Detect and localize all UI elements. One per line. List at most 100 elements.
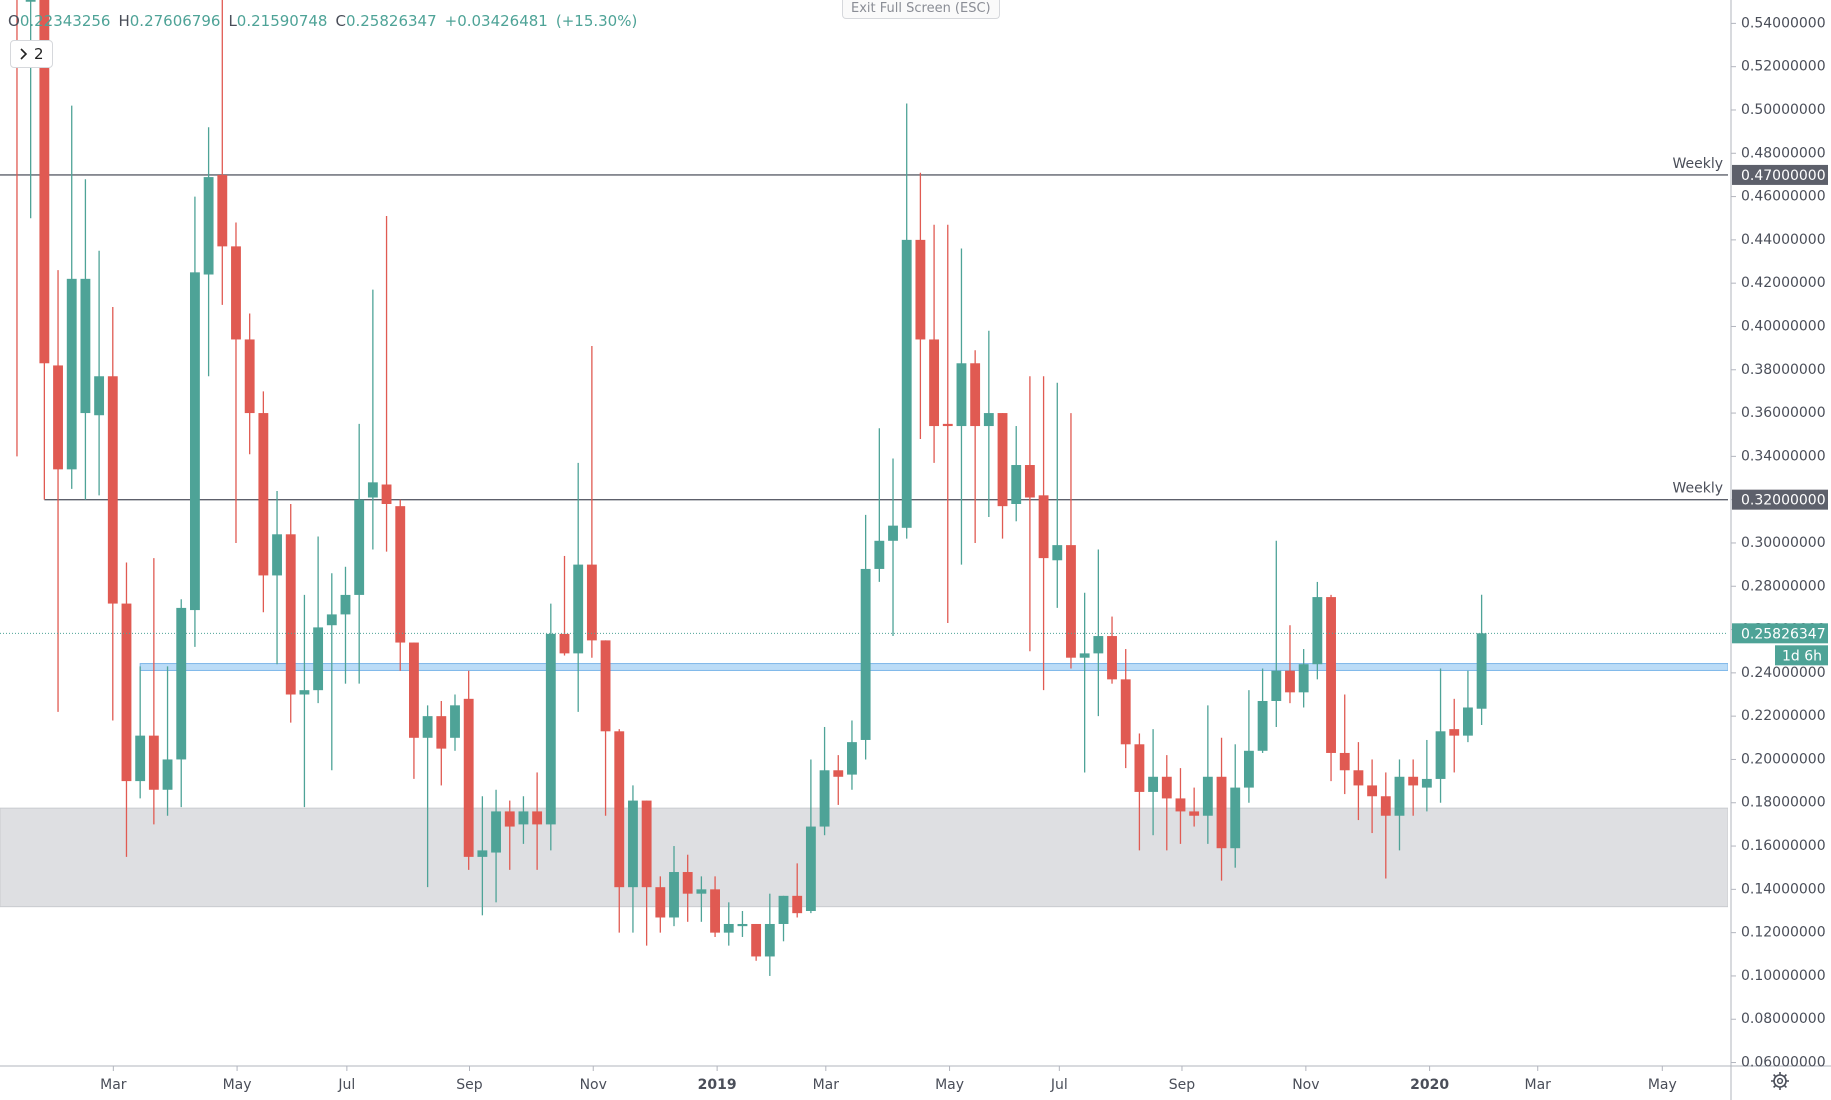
candle-body (1066, 545, 1076, 658)
y-tick-label: 0.38000000 (1741, 362, 1826, 378)
candle-body (80, 278, 91, 414)
x-tick-label: May (935, 1077, 964, 1093)
ohlc-key: O (8, 12, 20, 30)
candle-body (1243, 750, 1254, 788)
candle-body (189, 272, 200, 611)
ohlc-value: 0.27606796 (129, 12, 221, 30)
y-tick-label: 0.20000000 (1741, 751, 1826, 767)
gear-ring (1773, 1074, 1787, 1088)
y-tick-label: 0.24000000 (1741, 665, 1826, 681)
x-tick-label: Jul (337, 1077, 355, 1093)
candle-body (94, 376, 105, 416)
candle-body (107, 376, 118, 604)
candle-body (395, 506, 406, 643)
candle-body (176, 607, 187, 760)
candle-body (1285, 670, 1295, 693)
candle-body (1202, 776, 1213, 816)
candle-body (162, 759, 173, 790)
level-label: Weekly (1672, 156, 1723, 172)
candle-body (1421, 778, 1432, 788)
candle-body (710, 889, 720, 933)
candle-body (148, 735, 159, 790)
ohlc-value: 0.22343256 (19, 12, 111, 30)
candle-body (463, 698, 474, 857)
candle-body (1216, 776, 1227, 849)
x-tick-label: 2020 (1410, 1077, 1449, 1093)
gear-teeth (1771, 1072, 1789, 1090)
candle-body (1011, 465, 1022, 504)
y-tick-label: 0.06000000 (1741, 1055, 1826, 1071)
ohlc-value: 0.25826347 (345, 12, 437, 30)
candle-body (1394, 776, 1405, 816)
ohlc-key: H (118, 12, 130, 30)
candle-body (1024, 465, 1035, 498)
candle-body (1134, 744, 1145, 792)
candle-body (39, 0, 50, 364)
candle-body (778, 895, 789, 924)
candle-body (682, 872, 693, 894)
y-tick-label: 0.54000000 (1741, 15, 1826, 31)
settings-icon[interactable] (1771, 1072, 1789, 1090)
candle-body (860, 568, 871, 740)
candle-body (1339, 752, 1350, 771)
candle-body (1353, 770, 1364, 786)
candle-body (1148, 776, 1159, 792)
level-label: Weekly (1672, 481, 1723, 497)
candle-body (764, 923, 775, 957)
candle-body (751, 923, 762, 957)
candle-body (203, 177, 214, 275)
candle-body (792, 895, 803, 914)
candle-body (367, 482, 378, 498)
candle-body (888, 525, 898, 541)
gear-center (1776, 1077, 1784, 1085)
candle-body (833, 770, 844, 777)
candle-body (477, 850, 488, 857)
y-tick-label: 0.46000000 (1741, 189, 1826, 205)
exit-fullscreen-button[interactable]: Exit Full Screen (ESC) (842, 0, 1000, 19)
x-tick-label: Sep (1169, 1077, 1196, 1093)
candle-body (874, 540, 885, 569)
candle-body (600, 640, 611, 732)
y-tick-label: 0.36000000 (1741, 405, 1826, 421)
x-tick-label: Nov (580, 1077, 607, 1093)
x-tick-label: Nov (1292, 1077, 1319, 1093)
candle-body (1271, 670, 1282, 701)
candle-body (532, 811, 543, 825)
candle-body (819, 770, 830, 827)
candle-body (805, 826, 816, 911)
candle-body (1161, 776, 1172, 799)
candle-body (723, 923, 734, 933)
candle-body (436, 716, 447, 749)
interval-button[interactable]: 2 (10, 40, 53, 68)
y-tick-label: 0.12000000 (1741, 925, 1826, 941)
candle-body (1175, 798, 1186, 812)
axes: 0.06000000 0.08000000 0.10000000 0.12000000… (100, 15, 1828, 1093)
y-tick-label: 0.10000000 (1741, 968, 1826, 984)
x-tick-label: Jul (1050, 1077, 1068, 1093)
last-price-label: 0.25826347 (1741, 626, 1826, 642)
candle-body (326, 614, 337, 626)
candle-body (942, 423, 953, 427)
candle-body (970, 363, 981, 427)
candle-body (217, 174, 228, 247)
x-tick-label: Sep (456, 1077, 483, 1093)
candle-body (450, 705, 460, 738)
candle-body (121, 603, 132, 782)
candle-body (258, 413, 269, 576)
last-price-box (1732, 623, 1828, 644)
candle-body (491, 811, 501, 853)
candle-body (1189, 811, 1200, 816)
ohlc-header: O0.22343256 H0.27606796 L0.21590748 C0.2582… (8, 12, 645, 30)
y-tick-label: 0.44000000 (1741, 232, 1826, 248)
y-tick-label: 0.18000000 (1741, 795, 1826, 811)
x-tick-label: Mar (100, 1077, 127, 1093)
candle-body (997, 413, 1008, 507)
zone (0, 807, 1728, 908)
candle-body (313, 627, 324, 691)
y-tick-label: 0.30000000 (1741, 535, 1826, 551)
level-price-box (1732, 164, 1828, 185)
y-tick-label: 0.42000000 (1741, 275, 1826, 291)
candle-body (915, 239, 926, 340)
countdown-label: 1d 6h (1782, 648, 1822, 664)
